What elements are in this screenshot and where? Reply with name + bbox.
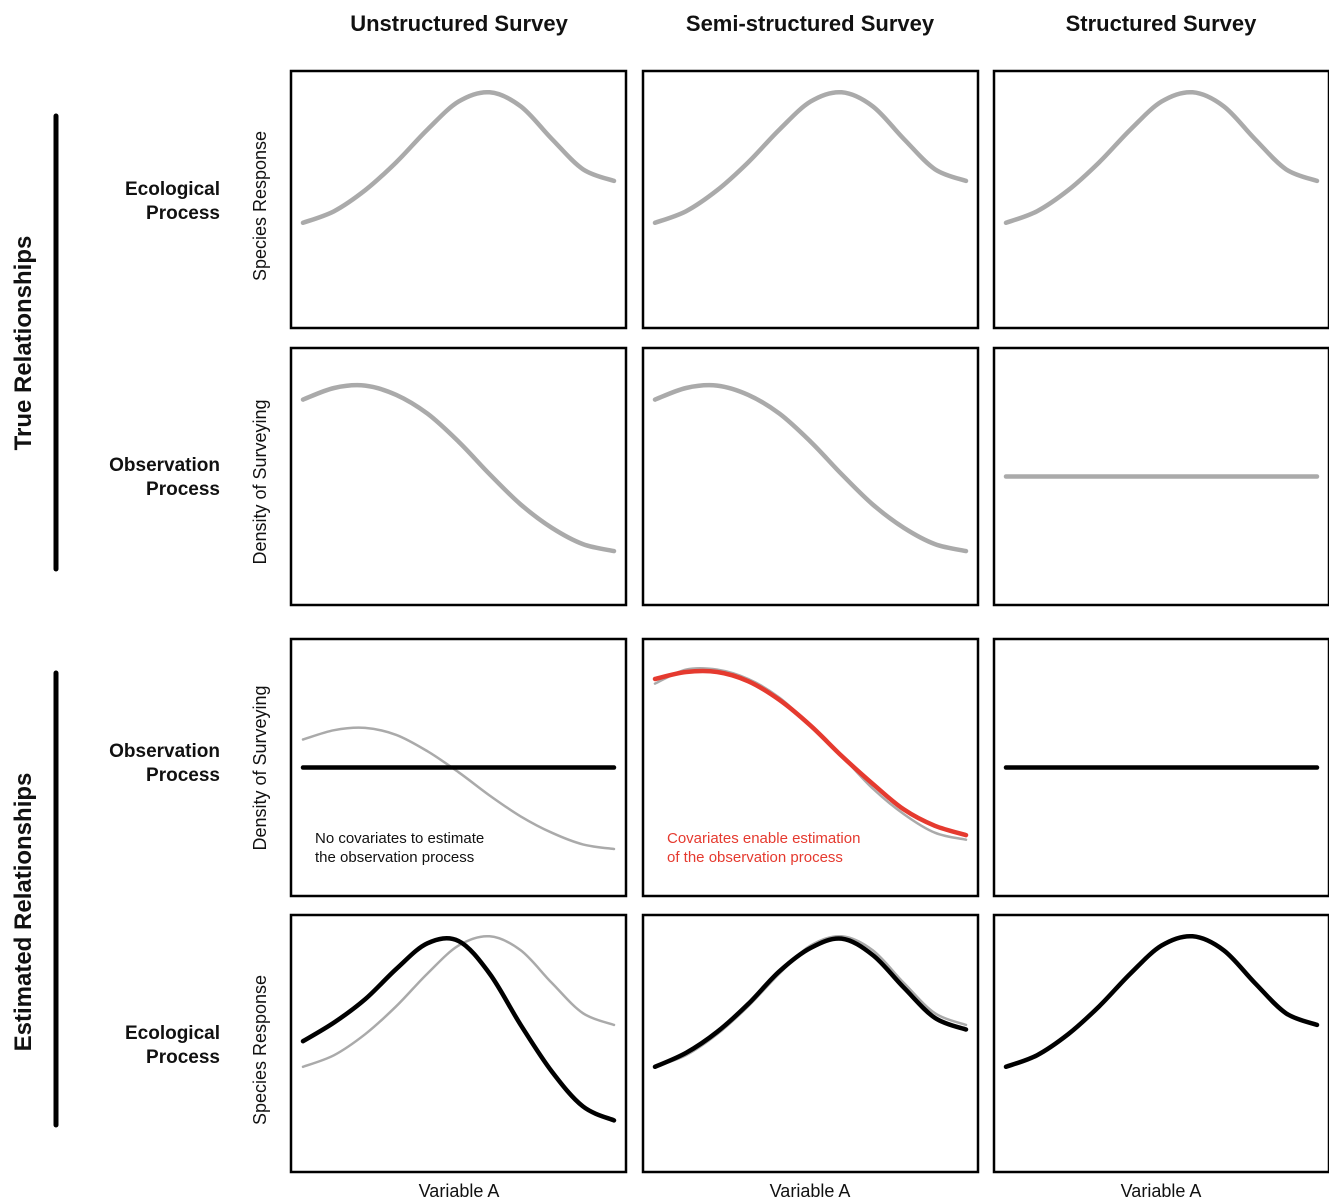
panel-frame [641,346,980,607]
panel-observation-estimated-unstructured [289,637,628,898]
panel-ecological-estimated-semi-structured [641,913,980,1174]
row-label-line2: Process [146,765,220,786]
note-unstructured: No covariates to estimate the observatio… [315,830,484,866]
row-label-line2: Process [146,479,220,500]
panel-observation-estimated-structured [992,637,1329,898]
note-semi-structured: Covariates enable estimation of the obse… [667,830,860,866]
row-label-ecological-estimated: Ecological Process [125,1023,220,1068]
panel-observation-true-unstructured [289,346,628,607]
row-label-line1: Ecological [125,1023,220,1044]
row-label-line2: Process [146,203,220,224]
column-title-semi-structured: Semi-structured Survey [686,11,935,36]
row-label-line1: Observation [109,741,220,762]
row-label-line1: Ecological [125,179,220,200]
panel-frame [641,637,980,898]
panel-frame [289,913,628,1174]
panel-frame [289,346,628,607]
panel-ecological-true-unstructured [289,69,628,330]
curve-true [300,382,617,554]
panel-grid [289,69,1329,1174]
panel-ecological-estimated-unstructured [289,913,628,1174]
note-line1: Covariates enable estimation [667,830,860,847]
x-axis-label-unstructured: Variable A [419,1181,500,1201]
row-label-observation-true: Observation Process [109,455,220,500]
row-label-observation-estimated: Observation Process [109,741,220,786]
y-axis-label-density-of-surveying: Density of Surveying [250,685,270,850]
panel-ecological-true-structured [992,69,1329,330]
column-title-unstructured: Unstructured Survey [350,11,568,36]
row-label-line2: Process [146,1047,220,1068]
row-label-line1: Observation [109,455,220,476]
note-line2: of the observation process [667,849,843,866]
curve-true-thin [301,934,616,1069]
y-axis-label-density-of-surveying: Density of Surveying [250,399,270,564]
y-axis-label-species-response: Species Response [250,131,270,281]
curve-true-thin [301,726,616,851]
group-title-estimated: Estimated Relationships [10,773,37,1052]
curve-highlight [652,668,969,838]
x-axis-label-structured: Variable A [1121,1181,1202,1201]
curve-true [652,89,969,226]
curve-estimated [1003,933,1320,1070]
group-title-true: True Relationships [10,236,37,451]
panel-frame [641,913,980,1174]
curve-true [300,89,617,226]
curve-true [652,382,969,554]
row-label-ecological-true: Ecological Process [125,179,220,224]
panel-observation-true-structured [992,346,1329,607]
note-line2: the observation process [315,849,474,866]
panel-observation-estimated-semi-structured [641,637,980,898]
panel-frame [992,913,1329,1174]
y-axis-label-species-response: Species Response [250,975,270,1125]
curve-estimated [652,936,969,1070]
panel-observation-true-semi-structured [641,346,980,607]
panel-ecological-true-semi-structured [641,69,980,330]
curve-true [1003,89,1320,226]
column-title-structured: Structured Survey [1066,11,1257,36]
panel-frame [289,69,628,330]
panel-frame [992,69,1329,330]
curve-estimated [300,936,617,1123]
note-line1: No covariates to estimate [315,830,484,847]
panel-frame [641,69,980,330]
panel-ecological-estimated-structured [992,913,1329,1174]
x-axis-label-semi-structured: Variable A [770,1181,851,1201]
